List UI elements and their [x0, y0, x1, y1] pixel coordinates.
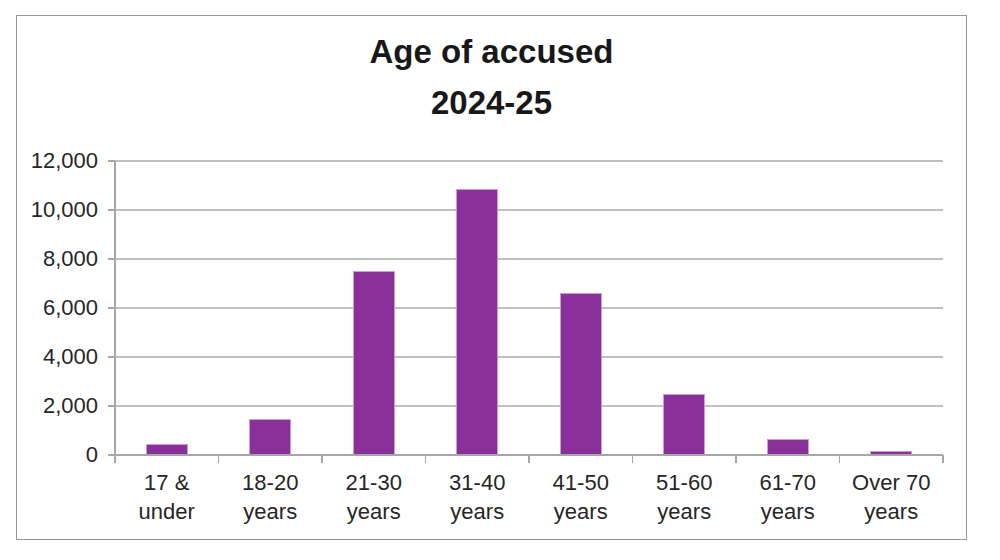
bar	[767, 439, 809, 455]
x-axis-tick	[321, 455, 322, 463]
y-axis-tick	[108, 356, 116, 357]
y-axis-tick-label: 8,000	[18, 246, 98, 272]
y-axis-tick-label: 12,000	[18, 148, 98, 174]
x-axis-line	[108, 454, 944, 455]
bar	[249, 419, 291, 455]
y-gridline	[115, 307, 943, 308]
y-axis-tick-label: 10,000	[18, 197, 98, 223]
y-gridline	[115, 356, 943, 357]
y-axis-tick	[108, 258, 116, 259]
x-axis-tick	[425, 455, 426, 463]
bar	[560, 293, 602, 455]
y-axis-tick-label: 4,000	[18, 344, 98, 370]
y-gridline	[115, 405, 943, 406]
y-axis-tick	[108, 209, 116, 210]
y-axis-tick	[108, 405, 116, 406]
y-axis-tick	[108, 160, 116, 161]
y-gridline	[115, 258, 943, 259]
x-axis-label-line: Over 70	[829, 468, 953, 497]
plot-area: 02,0004,0006,0008,00010,00012,00017 &und…	[0, 0, 1000, 560]
y-axis-tick-label: 0	[18, 442, 98, 468]
x-axis-label-line: years	[829, 497, 953, 526]
x-axis-tick	[839, 455, 840, 463]
x-axis-category-label: Over 70years	[829, 468, 953, 526]
x-axis-tick	[735, 455, 736, 463]
y-gridline	[115, 160, 943, 161]
x-axis-tick	[942, 455, 943, 463]
x-axis-tick	[114, 455, 115, 463]
chart-canvas: Age of accused 2024-25 02,0004,0006,0008…	[0, 0, 1000, 560]
y-axis-tick	[108, 307, 116, 308]
bar	[663, 394, 705, 455]
x-axis-tick	[218, 455, 219, 463]
x-axis-tick	[632, 455, 633, 463]
x-axis-tick	[528, 455, 529, 463]
y-axis-tick-label: 2,000	[18, 393, 98, 419]
y-gridline	[115, 209, 943, 210]
bar	[353, 271, 395, 455]
y-axis-tick-label: 6,000	[18, 295, 98, 321]
bar	[456, 189, 498, 455]
